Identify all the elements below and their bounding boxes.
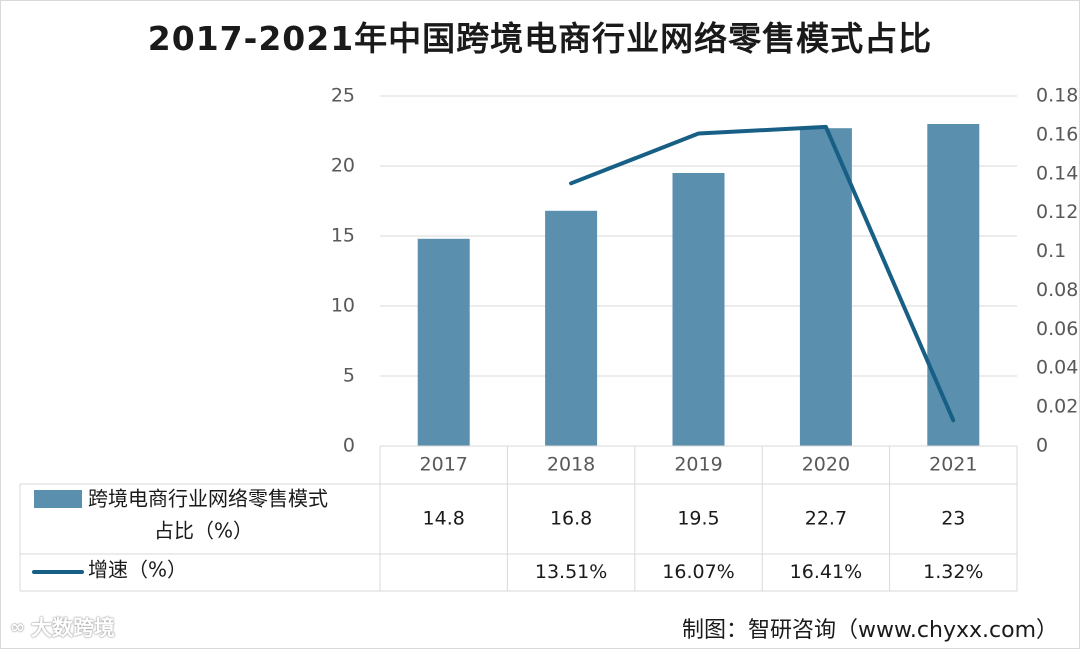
source-credit: 制图：智研咨询（www.chyxx.com） <box>681 618 1058 643</box>
legend-line-label: 增速（%） <box>88 558 187 582</box>
watermark-logo-icon: ∞ <box>10 616 25 638</box>
x-category-label: 2017 <box>420 454 468 476</box>
y-right-tick-label: 0.1 <box>1036 240 1066 262</box>
table-cell-growth-value: 1.32% <box>923 561 983 583</box>
y-right-tick-label: 0.02 <box>1036 396 1078 418</box>
legend-bar-label-cont: 占比（%） <box>154 519 253 543</box>
y-right-tick-label: 0.04 <box>1036 357 1078 379</box>
y-right-tick-label: 0.08 <box>1036 279 1078 301</box>
table-cell-growth-value: 13.51% <box>535 561 607 583</box>
x-category-label: 2021 <box>929 454 977 476</box>
table-cell-bar-value: 14.8 <box>423 508 465 530</box>
legend-bar-swatch <box>34 490 82 508</box>
y-right-tick-label: 0 <box>1036 435 1048 457</box>
table-cell-bar-value: 16.8 <box>550 508 592 530</box>
watermark-text: 大数跨境 <box>31 616 115 640</box>
table-cell-bar-value: 22.7 <box>805 508 847 530</box>
watermark: ∞ 大数跨境 <box>10 612 115 642</box>
chart-title: 2017-2021年中国跨境电商行业网络零售模式占比 <box>147 19 933 58</box>
bar <box>927 124 980 446</box>
y-left-tick-label: 0 <box>343 435 355 457</box>
y-left-tick-label: 5 <box>343 365 355 387</box>
y-left-tick-label: 10 <box>331 295 355 317</box>
table-cell-bar-value: 19.5 <box>677 508 719 530</box>
legend-bar-label: 跨境电商行业网络零售模式 <box>88 487 328 511</box>
bar <box>417 238 470 446</box>
y-left-tick-label: 20 <box>331 155 355 177</box>
y-right-tick-label: 0.06 <box>1036 318 1078 340</box>
bar <box>545 210 598 446</box>
x-category-label: 2020 <box>802 454 850 476</box>
y-right-tick-label: 0.18 <box>1036 85 1078 107</box>
x-category-label: 2019 <box>674 454 722 476</box>
y-right-tick-label: 0.16 <box>1036 123 1078 145</box>
growth-line <box>569 124 956 423</box>
y-left-tick-label: 15 <box>331 225 355 247</box>
x-category-label: 2018 <box>547 454 595 476</box>
bar <box>672 173 725 446</box>
y-right-tick-label: 0.14 <box>1036 162 1078 184</box>
table-cell-growth-value: 16.07% <box>662 561 734 583</box>
bar <box>799 128 852 446</box>
table-cell-growth-value: 16.41% <box>790 561 862 583</box>
y-left-tick-label: 25 <box>331 85 355 107</box>
table-cell-bar-value: 23 <box>941 508 965 530</box>
y-right-tick-label: 0.12 <box>1036 201 1078 223</box>
